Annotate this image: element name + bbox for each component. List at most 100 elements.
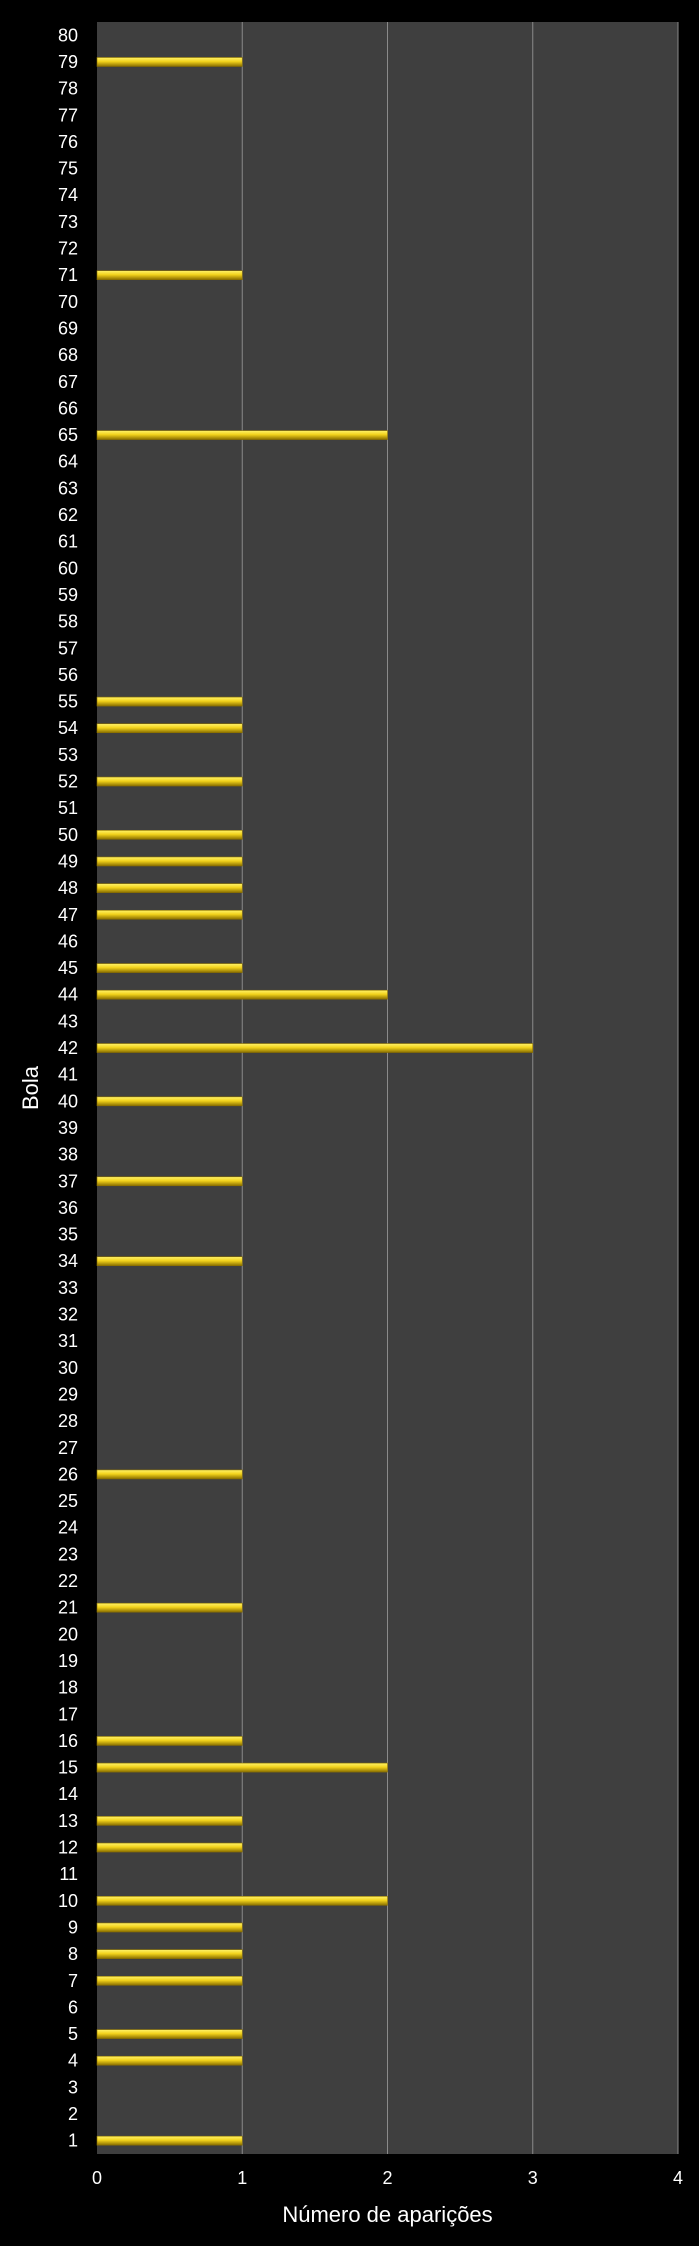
y-tick-label: 54: [58, 718, 78, 738]
y-axis-title: Bola: [18, 1065, 43, 1110]
y-tick-label: 1: [68, 2131, 78, 2151]
y-tick-label: 25: [58, 1491, 78, 1511]
y-tick-label: 57: [58, 638, 78, 658]
y-tick-label: 8: [68, 1944, 78, 1964]
y-tick-label: 37: [58, 1171, 78, 1191]
y-tick-label: 24: [58, 1518, 78, 1538]
bar-65: [96, 430, 388, 440]
bar-5: [96, 2029, 243, 2039]
y-tick-label: 76: [58, 132, 78, 152]
y-tick-label: 10: [58, 1891, 78, 1911]
y-tick-label: 38: [58, 1145, 78, 1165]
y-tick-label: 39: [58, 1118, 78, 1138]
y-tick-label: 75: [58, 159, 78, 179]
y-tick-label: 50: [58, 825, 78, 845]
y-tick-label: 9: [68, 1917, 78, 1937]
y-tick-label: 30: [58, 1358, 78, 1378]
x-tick-label: 1: [237, 2168, 247, 2188]
y-tick-label: 71: [58, 265, 78, 285]
bar-52: [96, 776, 243, 787]
x-axis-tick-labels: 0 1 2 3 4: [92, 2168, 683, 2188]
y-tick-label: 15: [58, 1758, 78, 1778]
y-tick-label: 62: [58, 505, 78, 525]
y-tick-label: 42: [58, 1038, 78, 1058]
y-tick-label: 53: [58, 745, 78, 765]
bar-48: [96, 883, 243, 893]
x-axis-title: Número de aparições: [282, 2202, 492, 2227]
y-tick-label: 46: [58, 931, 78, 951]
y-tick-label: 5: [68, 2024, 78, 2044]
y-tick-label: 23: [58, 1544, 78, 1564]
y-tick-label: 2: [68, 2104, 78, 2124]
bar-1: [96, 2135, 243, 2146]
y-tick-label: 58: [58, 612, 78, 632]
bar-10: [96, 1896, 388, 1906]
y-tick-label: 74: [58, 185, 78, 205]
y-tick-label: 35: [58, 1225, 78, 1245]
y-tick-label: 66: [58, 398, 78, 418]
y-tick-label: 78: [58, 79, 78, 99]
y-tick-label: 63: [58, 478, 78, 498]
y-tick-label: 34: [58, 1251, 78, 1271]
y-tick-label: 12: [58, 1838, 78, 1858]
y-tick-label: 65: [58, 425, 78, 445]
y-tick-label: 59: [58, 585, 78, 605]
y-tick-label: 72: [58, 239, 78, 259]
y-tick-label: 43: [58, 1011, 78, 1031]
bar-26: [96, 1469, 243, 1480]
bar-21: [96, 1602, 243, 1613]
bar-44: [96, 989, 388, 1000]
y-tick-label: 6: [68, 1997, 78, 2017]
y-tick-label: 67: [58, 372, 78, 392]
y-tick-label: 17: [58, 1704, 78, 1724]
y-tick-label: 3: [68, 2077, 78, 2097]
y-tick-label: 68: [58, 345, 78, 365]
x-tick-label: 0: [92, 2168, 102, 2188]
y-tick-label: 27: [58, 1438, 78, 1458]
x-tick-label: 2: [382, 2168, 392, 2188]
y-tick-label: 47: [58, 905, 78, 925]
y-tick-label: 60: [58, 558, 78, 578]
x-tick-label: 4: [673, 2168, 683, 2188]
bar-7: [96, 1975, 243, 1986]
bar-8: [96, 1949, 243, 1959]
y-tick-label: 55: [58, 692, 78, 712]
bar-15: [96, 1762, 388, 1773]
y-tick-label: 45: [58, 958, 78, 978]
y-tick-label: 49: [58, 851, 78, 871]
y-tick-label: 20: [58, 1624, 78, 1644]
bar-12: [96, 1842, 243, 1853]
y-tick-label: 52: [58, 772, 78, 792]
bar-55: [96, 696, 243, 707]
bar-37: [96, 1176, 243, 1187]
bar-4: [96, 2055, 243, 2066]
bar-9: [96, 1922, 243, 1933]
bar-71: [96, 270, 243, 280]
y-tick-label: 61: [58, 532, 78, 552]
y-tick-label: 48: [58, 878, 78, 898]
y-tick-label: 11: [59, 1864, 78, 1884]
y-tick-label: 14: [58, 1784, 78, 1804]
y-tick-label: 7: [68, 1971, 78, 1991]
y-tick-label: 26: [58, 1464, 78, 1484]
y-tick-label: 18: [58, 1678, 78, 1698]
bar-13: [96, 1816, 243, 1826]
y-tick-label: 44: [58, 985, 78, 1005]
y-axis-tick-labels: 1234567891011121314151617181920212223242…: [58, 25, 78, 2150]
y-tick-label: 70: [58, 292, 78, 312]
y-tick-label: 19: [58, 1651, 78, 1671]
y-tick-label: 28: [58, 1411, 78, 1431]
y-tick-label: 16: [58, 1731, 78, 1751]
bar-47: [96, 909, 243, 920]
y-tick-label: 29: [58, 1384, 78, 1404]
y-tick-label: 4: [68, 2051, 78, 2071]
bar-79: [96, 57, 243, 67]
y-tick-label: 31: [58, 1331, 78, 1351]
y-tick-label: 69: [58, 318, 78, 338]
y-tick-label: 41: [58, 1065, 78, 1085]
y-tick-label: 64: [58, 452, 78, 472]
y-tick-label: 21: [58, 1598, 78, 1618]
bars: [96, 57, 534, 2146]
